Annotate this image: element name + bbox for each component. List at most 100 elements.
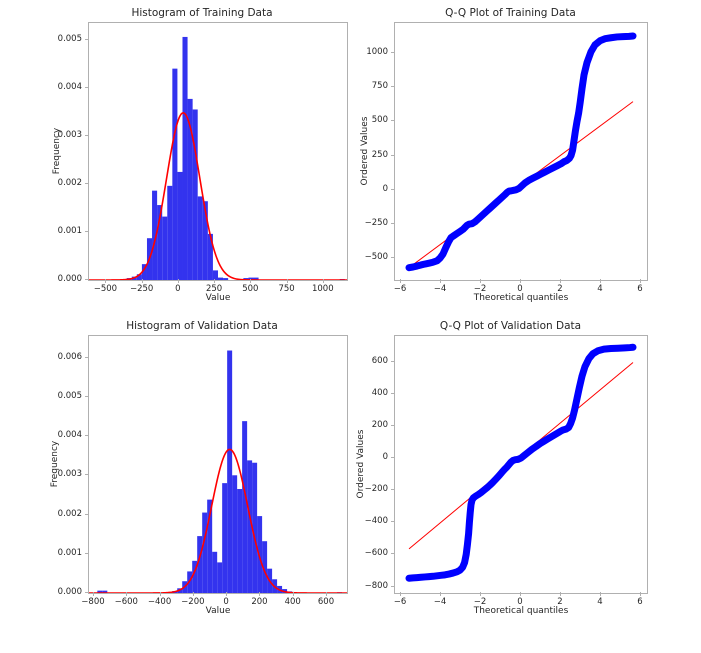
histogram-training-xtick-tickmark [105,279,107,283]
histogram-training-bars [126,36,345,280]
histogram-validation-ytick-label: 0.005 [57,390,82,401]
histogram-training-ytick-label: 0.002 [57,177,82,188]
histogram-bar [197,536,203,593]
histogram-training-ytick-tickmark [84,86,88,88]
histogram-bar [223,278,229,280]
histogram-training-canvas [89,36,347,280]
qq-validation-ytick-label: 0 [382,452,388,463]
histogram-training-xtick-label: −250 [129,284,154,294]
qq-validation-xtick-tickmark [520,592,521,596]
histogram-bar [227,350,233,593]
qq-training-ytick-label: 750 [371,81,388,92]
histogram-bar [248,277,254,280]
histogram-validation-ytick-label: 0.006 [57,351,82,362]
histogram-bar [222,483,228,593]
histogram-validation-ytick-tickmark [84,513,88,515]
qq-training-ytick-tickmark [390,154,394,156]
histogram-validation-xlabel: Value [205,606,231,616]
qq-training-ytick-label: 0 [382,183,388,194]
qq-training-ytick-tickmark [390,52,394,54]
qq-training-ytick-label: 250 [371,149,388,160]
histogram-training-fit-curve [89,111,347,280]
histogram-bar [218,277,224,280]
histogram-bar [102,590,108,593]
qq-validation-xtick-label: −4 [433,597,447,607]
histogram-validation-ytick-label: 0.000 [57,587,82,597]
histogram-validation-axes [88,335,348,594]
qq-validation-ytick-label: 600 [371,355,388,366]
qq-validation-ytick-tickmark [390,585,394,587]
histogram-validation-ytick-tickmark [84,592,88,593]
histogram-validation-ytick-label: 0.003 [57,469,82,480]
histogram-training-ytick-label: 0.005 [57,33,82,44]
histogram-bar [247,460,253,593]
histogram-validation-ytick-label: 0.001 [57,547,82,558]
qq-training-xtick-label: 2 [557,284,563,294]
histogram-validation-xtick-tickmark [226,592,228,596]
histogram-bar [141,264,147,280]
histogram-bar [252,462,258,593]
histogram-bar [162,216,168,280]
qq-validation-ytick-label: −800 [364,580,388,591]
histogram-validation-xtick-label: 600 [317,597,335,607]
qq-validation-ytick-tickmark [390,392,394,394]
qq-validation-xtick-label: −2 [473,597,487,607]
qq-validation-ytick-tickmark [390,489,394,491]
qq-training-ytick-tickmark [390,120,394,122]
qq-training-xtick-tickmark [440,279,441,283]
histogram-validation-xtick-label: 0 [223,597,229,607]
histogram-bar [207,499,213,593]
qq-validation-xtick-tickmark [560,592,561,596]
histogram-training-xtick-label: −500 [93,284,118,294]
histogram-validation-ytick-tickmark [84,552,88,554]
histogram-bar [97,590,103,593]
qq-validation-ytick-label: −600 [364,548,388,559]
histogram-training-xlabel: Value [205,293,231,303]
histogram-training-xtick-tickmark [250,279,252,283]
qq-validation-ytick-label: 400 [371,387,388,398]
qq-validation-xtick-label: 2 [557,597,563,607]
histogram-bar [232,475,238,593]
histogram-validation-xtick-label: −600 [114,597,138,607]
qq-training-xtick-tickmark [520,279,521,283]
histogram-bar [182,36,188,280]
histogram-training-xtick-label: 0 [175,284,181,294]
qq-training-points [405,32,637,272]
histogram-bar [187,98,193,280]
qq-training-ytick-tickmark [390,222,394,224]
subplot-histogram-validation: Histogram of Validation Data 0.000 0.001 0… [44,318,360,638]
histogram-training-xtick-label: 500 [242,284,259,294]
qq-validation-xtick-label: −6 [393,597,407,607]
histogram-training-ylabel: Frequency [52,127,62,175]
subplot-histogram-training: Histogram of Training Data 0.000 0.001 0.0… [44,5,360,310]
histogram-training-ytick-tickmark [84,230,88,232]
qq-validation-xtick-label: 4 [597,597,603,607]
qq-training-ytick-label: 1000 [366,47,388,58]
qq-validation-ytick-tickmark [390,553,394,555]
histogram-validation-title: Histogram of Validation Data [126,320,278,332]
histogram-bar [167,185,173,280]
qq-training-xlabel: Theoretical quantiles [473,293,569,303]
qq-training-canvas [405,32,637,272]
histogram-bar [212,551,218,593]
histogram-bar [207,233,213,280]
histogram-training-xtick-label: 1000 [311,284,334,294]
qq-training-ytick-label: −250 [364,217,388,228]
histogram-bar [217,562,223,593]
qq-validation-xtick-tickmark [440,592,441,596]
histogram-validation-xtick-tickmark [259,592,261,596]
qq-training-xtick-label: −4 [433,284,447,294]
qq-training-ytick-label: 500 [371,115,388,126]
histogram-validation-canvas [89,350,347,593]
histogram-validation-ytick-label: 0.004 [57,430,82,441]
histogram-bar [177,171,183,280]
qq-training-xtick-tickmark [560,279,561,283]
histogram-validation-xtick-tickmark [292,592,294,596]
qq-training-xtick-label: 4 [597,284,603,294]
histogram-validation-ytick-tickmark [84,395,88,397]
histogram-training-xtick-tickmark [322,279,324,283]
histogram-training-ytick-label: 0.000 [57,274,82,284]
subplot-qq-training: Q-Q Plot of Training Data −500 −250 0 250 50… [350,5,691,310]
qq-validation-ytick-label: 200 [371,419,388,430]
